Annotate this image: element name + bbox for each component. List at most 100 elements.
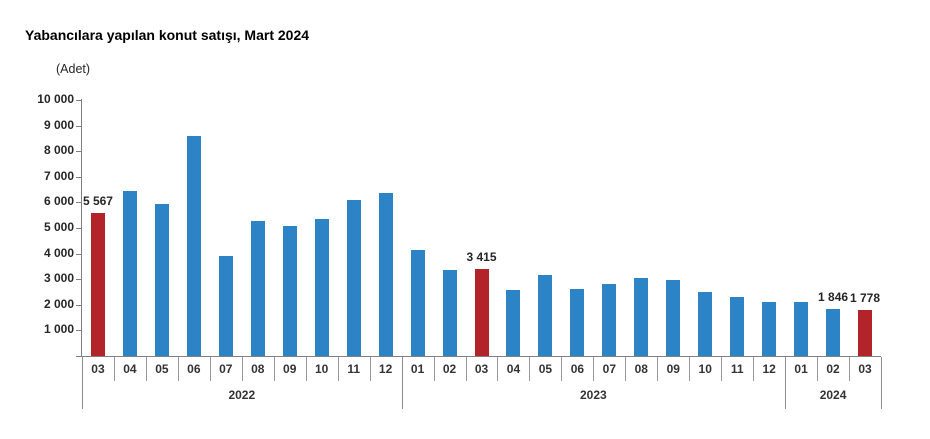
month-separator <box>497 357 498 381</box>
bar-2024-03 <box>858 310 873 356</box>
bar-2022-09 <box>282 226 297 356</box>
y-axis-tick-label: 8 000 <box>43 143 74 158</box>
y-axis-tick <box>76 202 81 204</box>
month-separator <box>242 357 243 381</box>
y-axis-tick <box>76 279 81 281</box>
month-label-2023-11: 11 <box>730 362 744 376</box>
month-separator <box>434 357 435 381</box>
month-label-2024-01: 01 <box>794 362 808 376</box>
bar-value-label-2022-03: 5 567 <box>82 194 113 208</box>
y-axis-tick-label: 1 000 <box>43 322 74 337</box>
month-label-2022-07: 07 <box>219 362 233 376</box>
month-label-2023-01: 01 <box>410 362 425 376</box>
y-axis-tick <box>76 151 81 153</box>
bar-2023-06 <box>570 289 585 356</box>
month-separator <box>178 357 179 381</box>
bar-2023-11 <box>730 297 745 356</box>
bar-2023-12 <box>762 302 777 356</box>
month-label-2022-03: 03 <box>91 362 105 376</box>
unit-label: (Adet) <box>56 62 91 76</box>
y-axis-tick <box>76 176 81 178</box>
bar-2023-01 <box>410 250 425 356</box>
bar-2023-08 <box>634 278 649 356</box>
year-separator <box>785 357 786 409</box>
month-label-2022-10: 10 <box>315 362 329 376</box>
month-label-2023-04: 04 <box>506 362 521 376</box>
month-separator <box>274 357 275 381</box>
month-separator <box>817 357 818 381</box>
month-separator <box>114 357 115 381</box>
bar-2023-03 <box>474 269 489 356</box>
bar-2022-04 <box>122 191 137 356</box>
bar-2023-05 <box>538 275 553 356</box>
y-axis-tick <box>76 304 81 306</box>
bar-2023-09 <box>666 280 681 356</box>
month-label-2023-03: 03 <box>474 362 489 376</box>
month-label-2023-07: 07 <box>602 362 617 376</box>
y-axis-tick-label: 4 000 <box>43 245 74 260</box>
bar-2022-06 <box>186 136 201 356</box>
chart-title: Yabancılara yapılan konut satışı, Mart 2… <box>25 27 310 43</box>
bar-2022-08 <box>250 221 265 356</box>
bar-2022-10 <box>314 219 329 356</box>
y-axis-tick <box>76 100 81 101</box>
month-label-2022-04: 04 <box>123 362 137 376</box>
month-separator <box>689 357 690 381</box>
y-axis-tick-label: 10 000 <box>37 92 74 106</box>
month-label-2023-08: 08 <box>634 362 648 376</box>
month-label-2022-11: 11 <box>347 362 360 376</box>
bar-2022-05 <box>154 204 169 356</box>
month-label-2022-05: 05 <box>155 362 169 376</box>
bar-2023-02 <box>442 270 457 356</box>
month-separator <box>625 357 626 381</box>
month-label-2024-03: 03 <box>858 362 872 376</box>
bar-2022-12 <box>378 193 393 356</box>
month-label-2022-08: 08 <box>251 362 265 376</box>
y-axis-tick-label: 2 000 <box>43 296 74 311</box>
month-separator <box>561 357 562 381</box>
year-label-2024: 2024 <box>819 388 847 402</box>
month-separator <box>529 357 530 381</box>
bar-value-label-2024-03: 1 778 <box>850 291 881 305</box>
month-label-2022-12: 12 <box>378 362 393 376</box>
bar-2023-04 <box>506 290 521 356</box>
month-label-2022-06: 06 <box>187 362 201 376</box>
bar-2024-01 <box>794 302 809 356</box>
bar-2023-07 <box>602 284 617 356</box>
month-label-2023-09: 09 <box>666 362 680 376</box>
bar-2022-07 <box>218 256 233 356</box>
y-axis-tick-label: 9 000 <box>43 117 74 132</box>
year-separator <box>82 357 83 409</box>
bar-2023-10 <box>698 292 713 356</box>
month-label-2023-02: 02 <box>442 362 457 376</box>
y-axis-tick-label: 6 000 <box>43 194 74 209</box>
month-separator <box>593 357 594 381</box>
month-label-2022-09: 09 <box>283 362 297 376</box>
month-label-2023-10: 10 <box>698 362 712 376</box>
bar-2024-02 <box>826 309 841 356</box>
month-label-2023-12: 12 <box>762 362 776 376</box>
bar-value-label-2023-03: 3 415 <box>466 250 497 264</box>
month-separator <box>849 357 850 381</box>
y-axis-tick-label: 5 000 <box>43 220 74 234</box>
month-separator <box>210 357 211 381</box>
year-separator <box>881 357 882 409</box>
y-axis-tick-label: 3 000 <box>43 271 74 286</box>
year-label-2023: 2023 <box>580 388 607 402</box>
bar-2022-11 <box>346 200 361 356</box>
y-axis-tick <box>76 253 81 255</box>
month-separator <box>146 357 147 381</box>
month-separator <box>466 357 467 381</box>
month-separator <box>306 357 307 381</box>
month-label-2023-06: 06 <box>570 362 585 376</box>
month-label-2024-02: 02 <box>826 362 840 376</box>
month-separator <box>338 357 339 381</box>
y-axis-tick <box>76 228 81 229</box>
y-axis-line <box>81 99 82 356</box>
year-label-2022: 2022 <box>228 388 256 402</box>
y-axis-tick <box>76 125 81 127</box>
year-separator <box>402 357 403 409</box>
month-separator <box>753 357 754 381</box>
